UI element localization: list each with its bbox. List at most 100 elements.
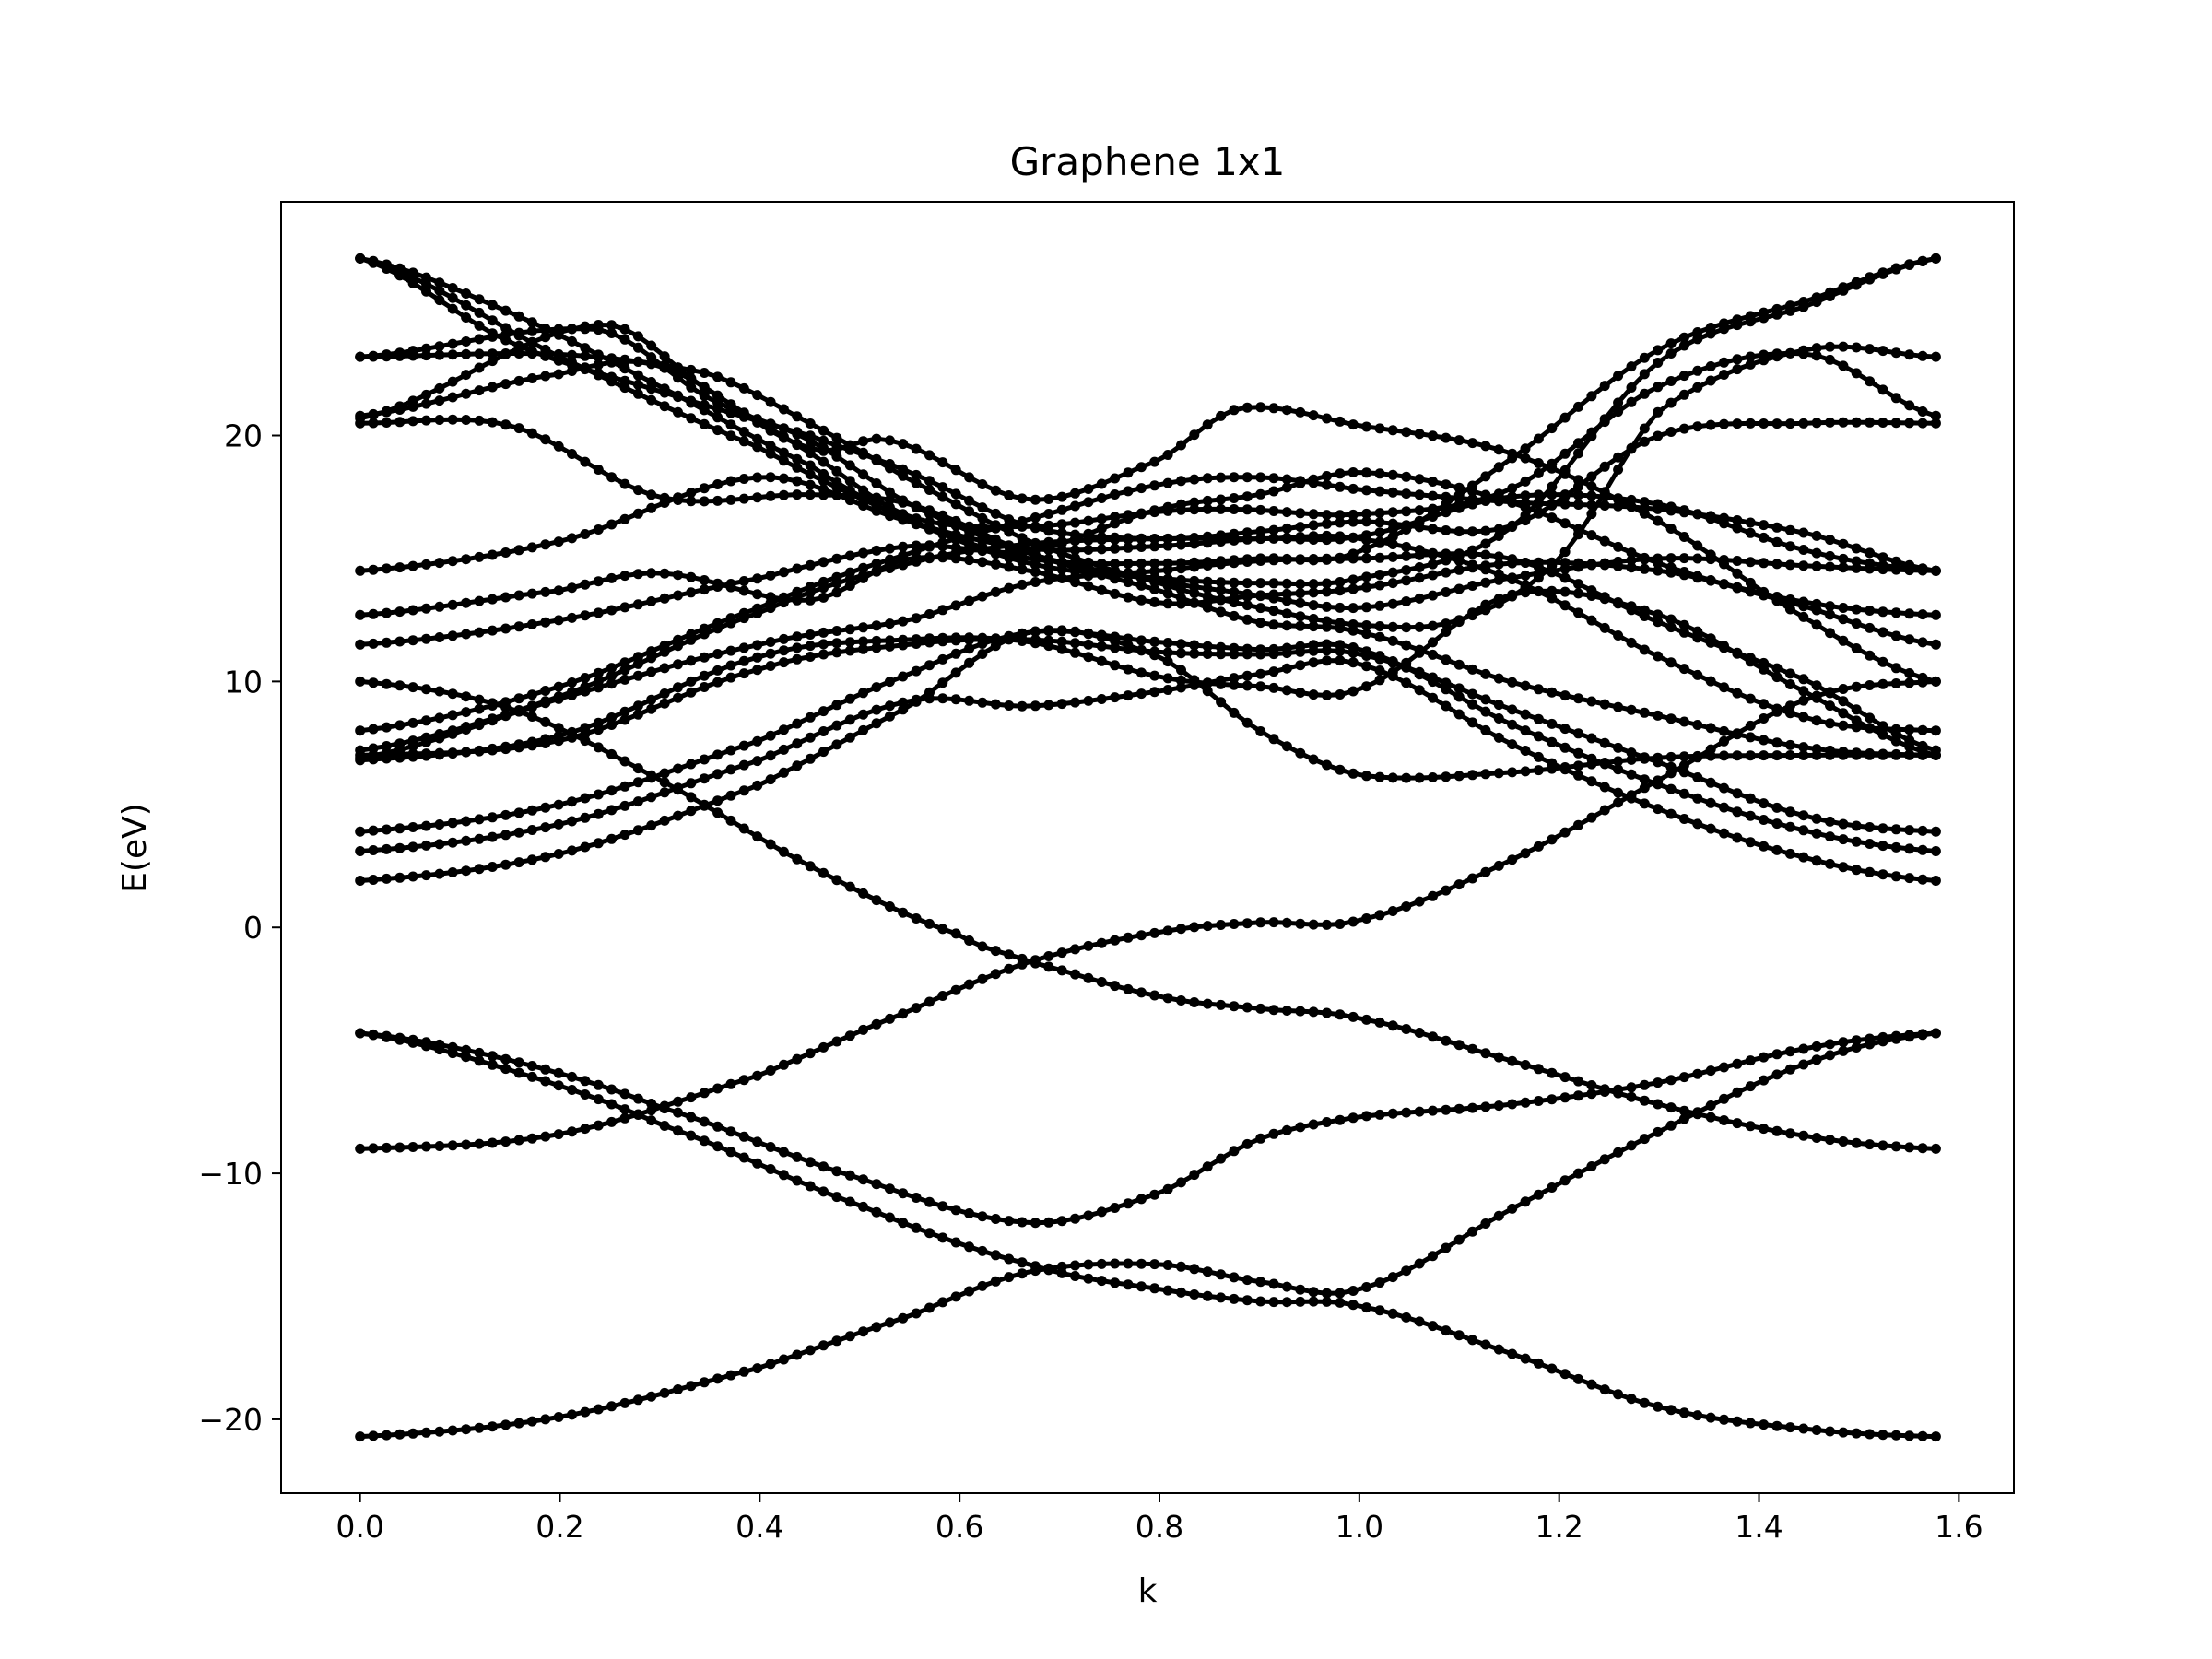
band-point	[765, 490, 776, 501]
band-point	[752, 589, 763, 600]
band-point	[1547, 560, 1558, 571]
band-point	[1838, 747, 1849, 758]
band-point	[1719, 1414, 1729, 1425]
band-point	[381, 843, 392, 854]
band-point	[646, 703, 657, 714]
band-point	[1295, 508, 1306, 519]
band-point	[1665, 614, 1677, 625]
band-point	[474, 1138, 485, 1149]
band-point	[898, 616, 909, 627]
band-point	[487, 1137, 498, 1148]
band-point	[526, 736, 537, 747]
band-point	[1507, 483, 1518, 494]
band-point	[792, 760, 803, 771]
band-point	[461, 370, 472, 381]
band-point	[1825, 628, 1835, 639]
band-point	[1798, 695, 1809, 706]
band-point	[606, 805, 618, 816]
band-point	[1573, 438, 1583, 449]
band-point	[1798, 301, 1809, 312]
band-point	[355, 609, 366, 620]
band-point	[1374, 468, 1385, 479]
band-point	[871, 635, 882, 646]
band-point	[1467, 1226, 1478, 1237]
band-point	[394, 636, 406, 647]
band-point	[646, 646, 657, 657]
band-point	[1056, 519, 1067, 530]
band-point	[937, 632, 948, 643]
band-point	[1653, 553, 1664, 564]
band-point	[540, 434, 551, 445]
band-point	[1626, 1140, 1637, 1151]
band-point	[1387, 906, 1398, 916]
band-point	[567, 1409, 577, 1420]
band-point	[1626, 547, 1637, 559]
band-point	[1123, 633, 1134, 644]
band-point	[1533, 508, 1544, 519]
band-point	[1361, 629, 1372, 640]
band-point	[1030, 626, 1041, 637]
band-point	[474, 627, 485, 638]
band-point	[818, 557, 829, 568]
band-point	[1626, 754, 1637, 765]
band-point	[1083, 515, 1094, 526]
band-point	[686, 571, 697, 582]
band-point	[1784, 524, 1795, 535]
band-point	[1322, 1007, 1332, 1018]
band-point	[355, 1431, 366, 1442]
band-point	[1626, 769, 1637, 780]
band-point	[1665, 1102, 1677, 1113]
band-point	[1308, 520, 1319, 531]
band-point	[513, 621, 524, 632]
band-point	[1533, 765, 1544, 776]
band-point	[1719, 1062, 1729, 1073]
band-point	[593, 1094, 604, 1105]
band-point	[1851, 747, 1862, 759]
band-point	[1056, 636, 1067, 647]
band-point	[1176, 593, 1186, 604]
band-point	[1308, 509, 1319, 520]
band-point	[1123, 542, 1134, 553]
band-point	[1917, 825, 1928, 836]
band-point	[1414, 1106, 1425, 1117]
band-point	[1626, 361, 1637, 372]
band-point	[937, 991, 948, 1001]
band-point	[1771, 844, 1783, 855]
band-point	[1798, 712, 1809, 723]
band-point	[1030, 577, 1041, 587]
band-point	[1083, 628, 1094, 639]
band-point	[1771, 559, 1783, 570]
band-point	[818, 747, 829, 758]
band-point	[553, 615, 564, 626]
band-point	[1176, 504, 1186, 515]
band-point	[606, 472, 618, 483]
band-point	[977, 1211, 988, 1222]
band-point	[911, 694, 922, 705]
band-point	[1241, 1002, 1253, 1013]
band-point	[1719, 518, 1729, 529]
band-point	[1599, 500, 1610, 511]
band-point	[752, 1136, 763, 1147]
band-point	[1347, 419, 1359, 430]
band-point	[818, 425, 829, 436]
band-point	[1798, 742, 1809, 753]
band-point	[1229, 1001, 1240, 1012]
band-point	[1441, 1104, 1452, 1115]
band-point	[355, 413, 366, 424]
band-point	[1361, 913, 1372, 924]
band-point	[1653, 1401, 1664, 1412]
band-point	[1771, 309, 1783, 320]
band-point	[474, 694, 485, 705]
band-point	[977, 522, 988, 533]
band-point	[1070, 697, 1080, 708]
band-point	[977, 591, 988, 602]
band-point	[1573, 1373, 1583, 1384]
band-point	[1162, 638, 1173, 648]
band-point	[1745, 527, 1756, 538]
band-point	[659, 663, 670, 674]
band-point	[725, 613, 736, 624]
band-point	[673, 634, 683, 645]
band-point	[699, 418, 710, 429]
band-point	[858, 709, 869, 720]
